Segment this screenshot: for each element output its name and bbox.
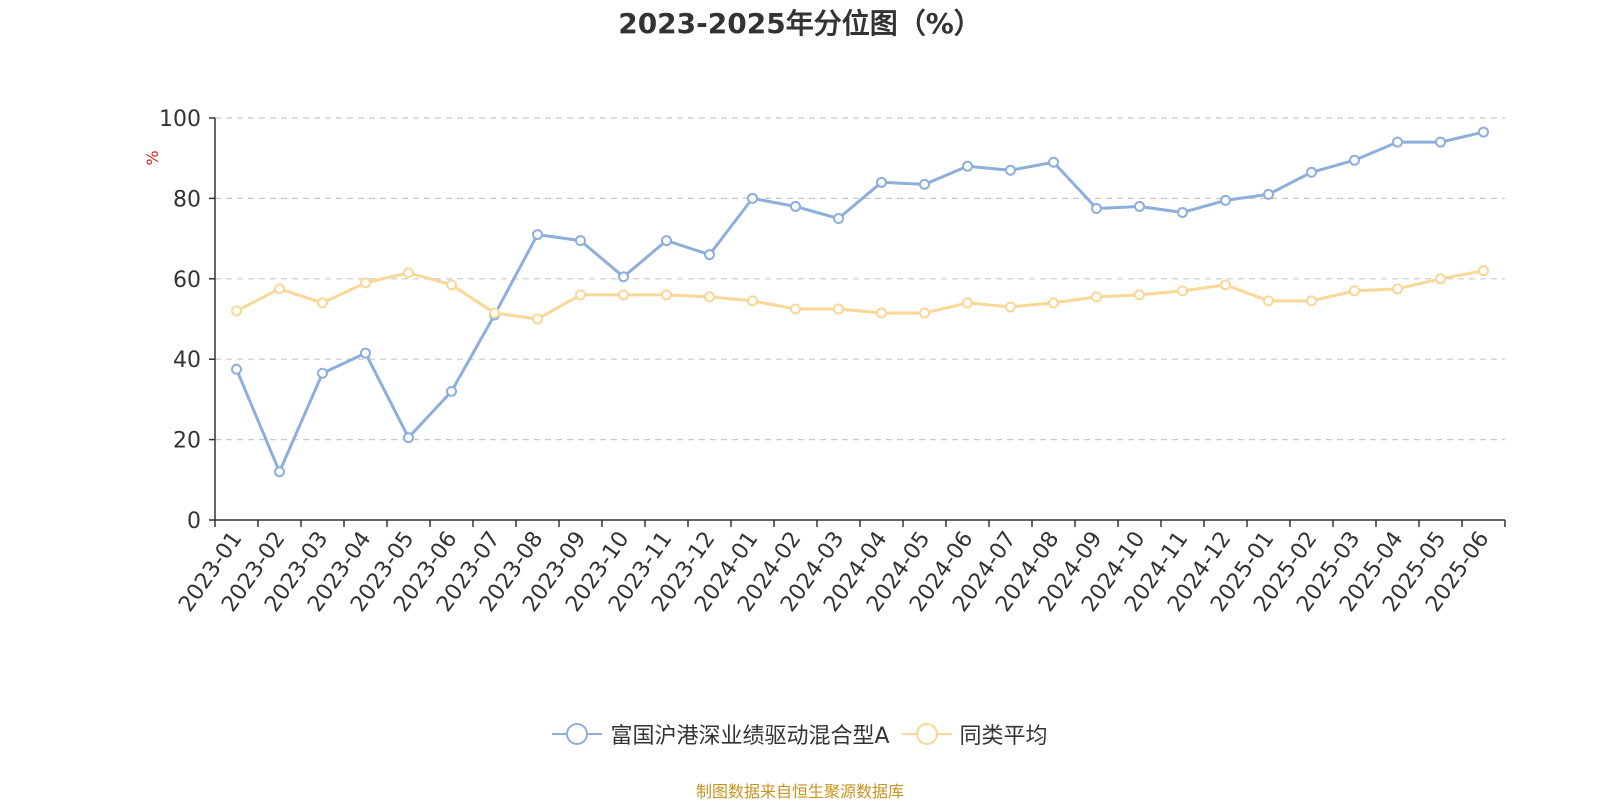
data-point-series-1 [833, 303, 844, 315]
data-point-series-0 [231, 363, 242, 375]
data-point-series-1 [231, 305, 242, 317]
legend-label-average: 同类平均 [959, 724, 1048, 749]
data-point-series-1 [1177, 285, 1188, 297]
data-point-series-1 [1220, 279, 1231, 291]
data-point-series-0 [317, 367, 328, 379]
y-tick-label: 100 [159, 107, 201, 132]
data-point-series-1 [575, 289, 586, 301]
data-point-series-1 [1306, 295, 1317, 307]
data-point-series-1 [876, 307, 887, 319]
data-point-series-0 [1306, 166, 1317, 178]
data-point-series-1 [790, 303, 801, 315]
data-point-series-0 [1349, 154, 1360, 166]
legend: 富国沪港深业绩驱动混合型A 同类平均 [0, 718, 1600, 750]
data-point-series-0 [618, 271, 629, 283]
series-line-0 [235, 130, 1484, 474]
data-point-series-0 [1048, 156, 1059, 168]
legend-line-circle-icon [552, 723, 603, 745]
legend-item-average[interactable]: 同类平均 [901, 718, 1048, 750]
data-point-series-0 [1005, 164, 1016, 176]
source-note: 制图数据来自恒生聚源数据库 [695, 782, 904, 801]
y-tick-label: 20 [173, 429, 201, 454]
data-point-series-1 [747, 295, 758, 307]
data-point-series-0 [747, 192, 758, 204]
data-point-series-1 [1048, 297, 1059, 309]
data-point-series-1 [1263, 295, 1274, 307]
data-point-series-0 [876, 176, 887, 188]
y-tick-label: 80 [173, 187, 201, 212]
data-point-series-1 [1478, 265, 1489, 277]
data-point-series-1 [446, 279, 457, 291]
data-point-series-0 [575, 235, 586, 247]
data-point-series-0 [919, 178, 930, 190]
data-point-series-0 [1478, 126, 1489, 138]
y-axis-label: % [143, 150, 162, 165]
data-point-series-1 [704, 291, 715, 303]
data-point-series-1 [1349, 285, 1360, 297]
data-point-series-0 [360, 347, 371, 359]
data-point-series-0 [1091, 202, 1102, 214]
data-point-series-1 [1134, 289, 1145, 301]
data-point-series-0 [403, 432, 414, 444]
legend-line-circle-icon [901, 723, 952, 745]
data-point-series-0 [1134, 200, 1145, 212]
legend-item-fund[interactable]: 富国沪港深业绩驱动混合型A [552, 718, 890, 750]
y-tick-label: 0 [187, 509, 201, 534]
data-point-series-0 [1220, 194, 1231, 206]
data-point-series-0 [1435, 136, 1446, 148]
data-point-series-1 [317, 297, 328, 309]
series-line-1 [235, 269, 1484, 321]
data-point-series-1 [1091, 291, 1102, 303]
data-point-series-0 [1392, 136, 1403, 148]
data-point-series-1 [274, 283, 285, 295]
data-point-series-0 [790, 200, 801, 212]
data-point-series-1 [618, 289, 629, 301]
chart-title: 2023-2025年分位图（%） [618, 7, 982, 40]
data-point-series-0 [661, 235, 672, 247]
data-point-series-0 [1263, 188, 1274, 200]
data-point-series-1 [1005, 301, 1016, 313]
data-point-series-0 [532, 229, 543, 241]
y-tick-label: 60 [173, 268, 201, 293]
y-tick-label: 40 [173, 348, 201, 373]
data-point-series-1 [962, 297, 973, 309]
data-point-series-0 [446, 385, 457, 397]
data-point-series-0 [833, 213, 844, 224]
data-point-series-1 [489, 307, 500, 319]
legend-label-fund: 富国沪港深业绩驱动混合型A [610, 724, 890, 749]
data-point-series-0 [704, 249, 715, 261]
data-point-series-0 [274, 466, 285, 478]
data-point-series-1 [360, 277, 371, 289]
data-point-series-0 [962, 160, 973, 172]
data-point-series-1 [532, 313, 543, 325]
data-point-series-1 [919, 307, 930, 319]
data-point-series-1 [661, 289, 672, 301]
data-point-series-0 [1177, 206, 1188, 218]
data-point-series-1 [403, 267, 414, 279]
data-point-series-1 [1392, 283, 1403, 295]
data-point-series-1 [1435, 273, 1446, 285]
